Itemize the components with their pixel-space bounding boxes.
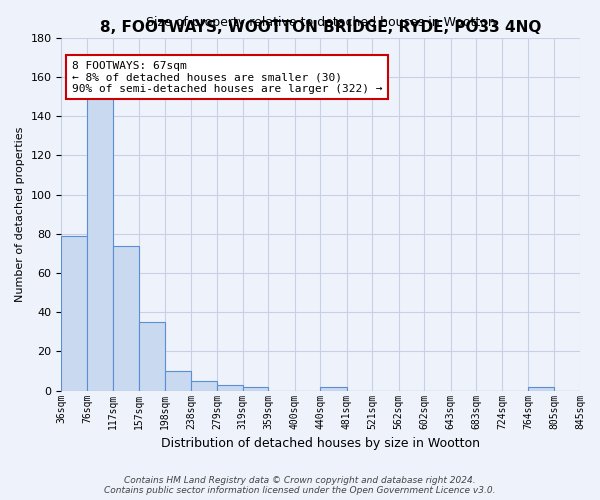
Bar: [113, 246, 139, 390]
Title: 8, FOOTWAYS, WOOTTON BRIDGE, RYDE, PO33 4NQ: 8, FOOTWAYS, WOOTTON BRIDGE, RYDE, PO33 …: [100, 20, 541, 35]
Bar: [528, 386, 554, 390]
Bar: [139, 322, 165, 390]
Text: 8 FOOTWAYS: 67sqm
← 8% of detached houses are smaller (30)
90% of semi-detached : 8 FOOTWAYS: 67sqm ← 8% of detached house…: [72, 60, 382, 94]
Text: Size of property relative to detached houses in Wootton: Size of property relative to detached ho…: [146, 16, 496, 29]
Bar: [165, 371, 191, 390]
Bar: [87, 92, 113, 391]
Text: Contains HM Land Registry data © Crown copyright and database right 2024.
Contai: Contains HM Land Registry data © Crown c…: [104, 476, 496, 495]
Bar: [61, 236, 87, 390]
Bar: [191, 381, 217, 390]
Y-axis label: Number of detached properties: Number of detached properties: [15, 126, 25, 302]
X-axis label: Distribution of detached houses by size in Wootton: Distribution of detached houses by size …: [161, 437, 480, 450]
Bar: [243, 386, 268, 390]
Bar: [320, 386, 347, 390]
Bar: [217, 385, 243, 390]
